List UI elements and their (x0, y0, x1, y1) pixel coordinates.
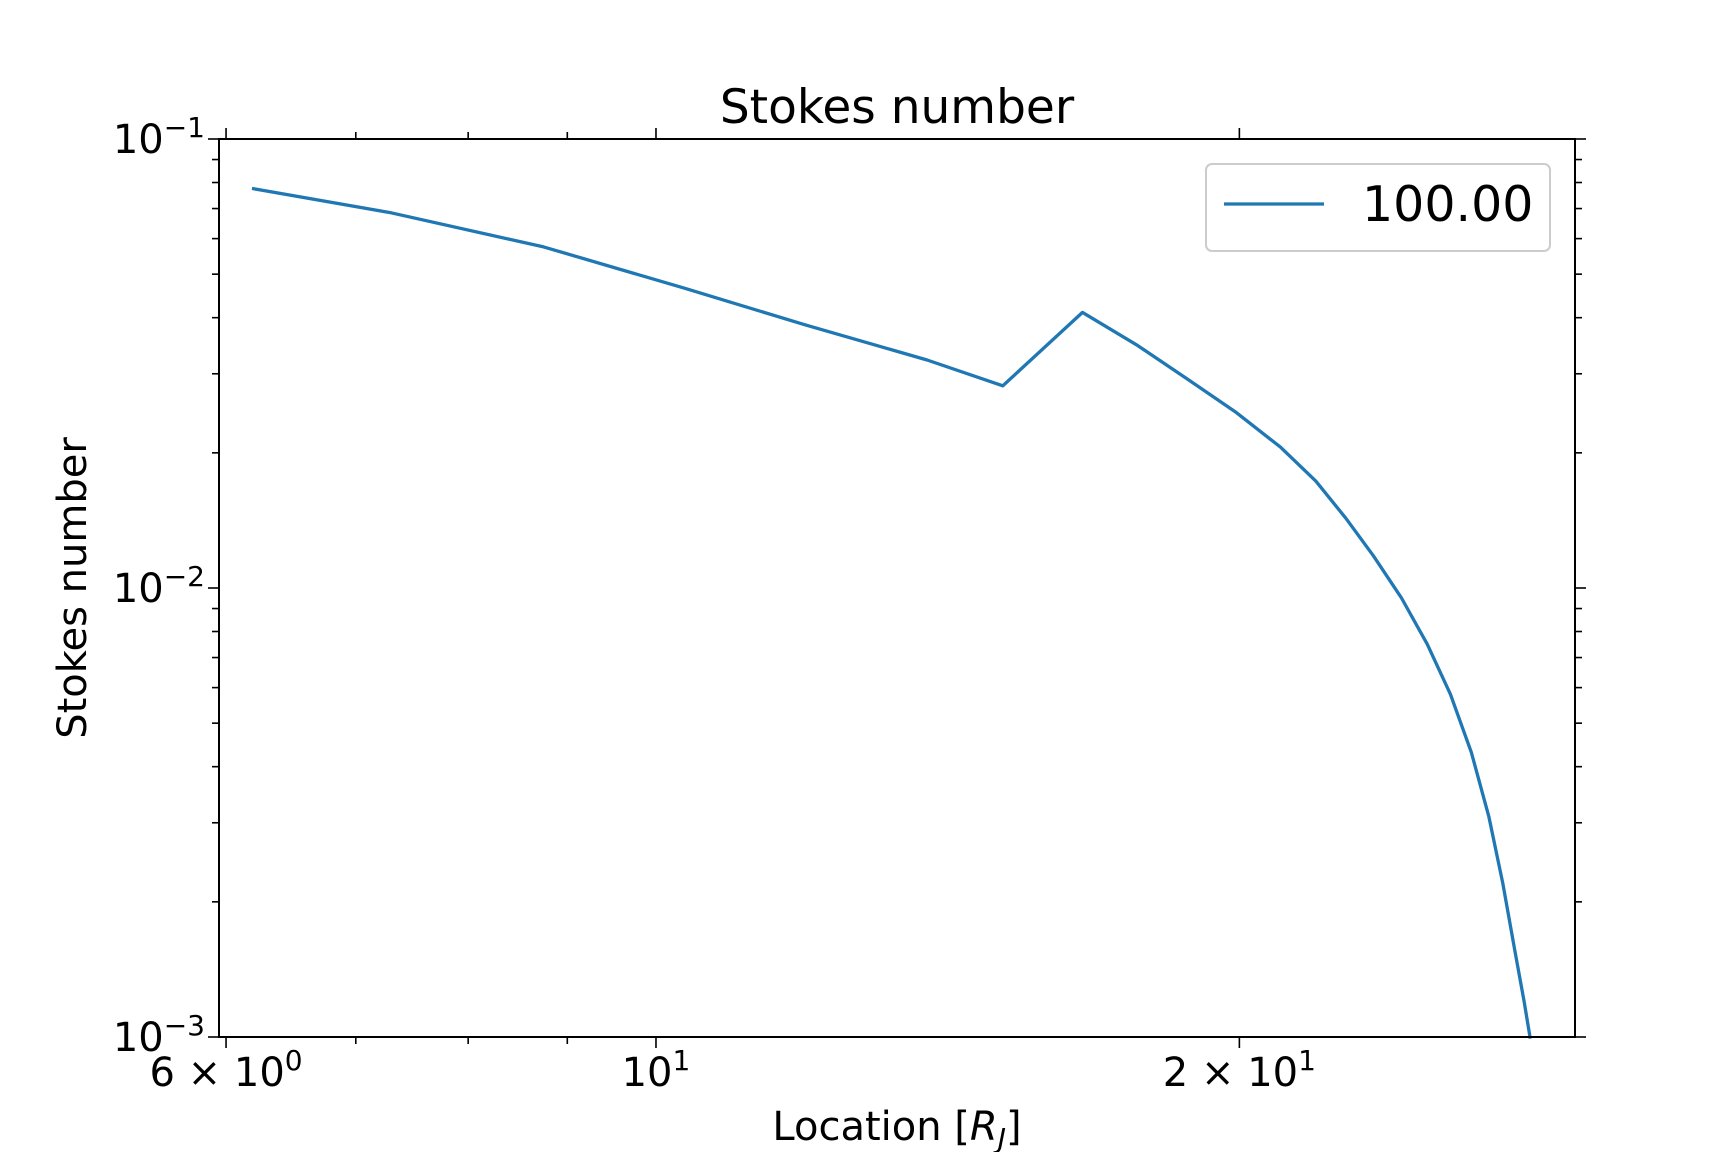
major-ticks (208, 128, 1586, 1048)
axes-frame (218, 138, 1576, 1038)
y-axis-label: Stokes number (50, 437, 96, 739)
series-line-100 (251, 186, 1532, 1039)
plot-area (251, 186, 1532, 1039)
tick-label: 2 × 101 (1163, 1044, 1316, 1096)
tick-label: 10−3 (113, 1009, 205, 1061)
legend-entry-label: 100.00 (1362, 176, 1533, 233)
legend-box (1205, 163, 1551, 252)
x-axis-label: Location [RJ] (772, 1104, 1021, 1152)
tick-label: 101 (622, 1044, 691, 1096)
tick-label: 6 × 100 (149, 1044, 302, 1096)
chart-title: Stokes number (720, 80, 1075, 135)
tick-label: 10−2 (113, 560, 205, 612)
tick-label: 10−1 (113, 111, 205, 163)
legend: 100.00 (1205, 163, 1551, 252)
minor-ticks (212, 132, 1582, 1044)
tick-labels: 6 × 100 101 2 × 101 10−1 10−2 10−3 (113, 111, 1316, 1096)
